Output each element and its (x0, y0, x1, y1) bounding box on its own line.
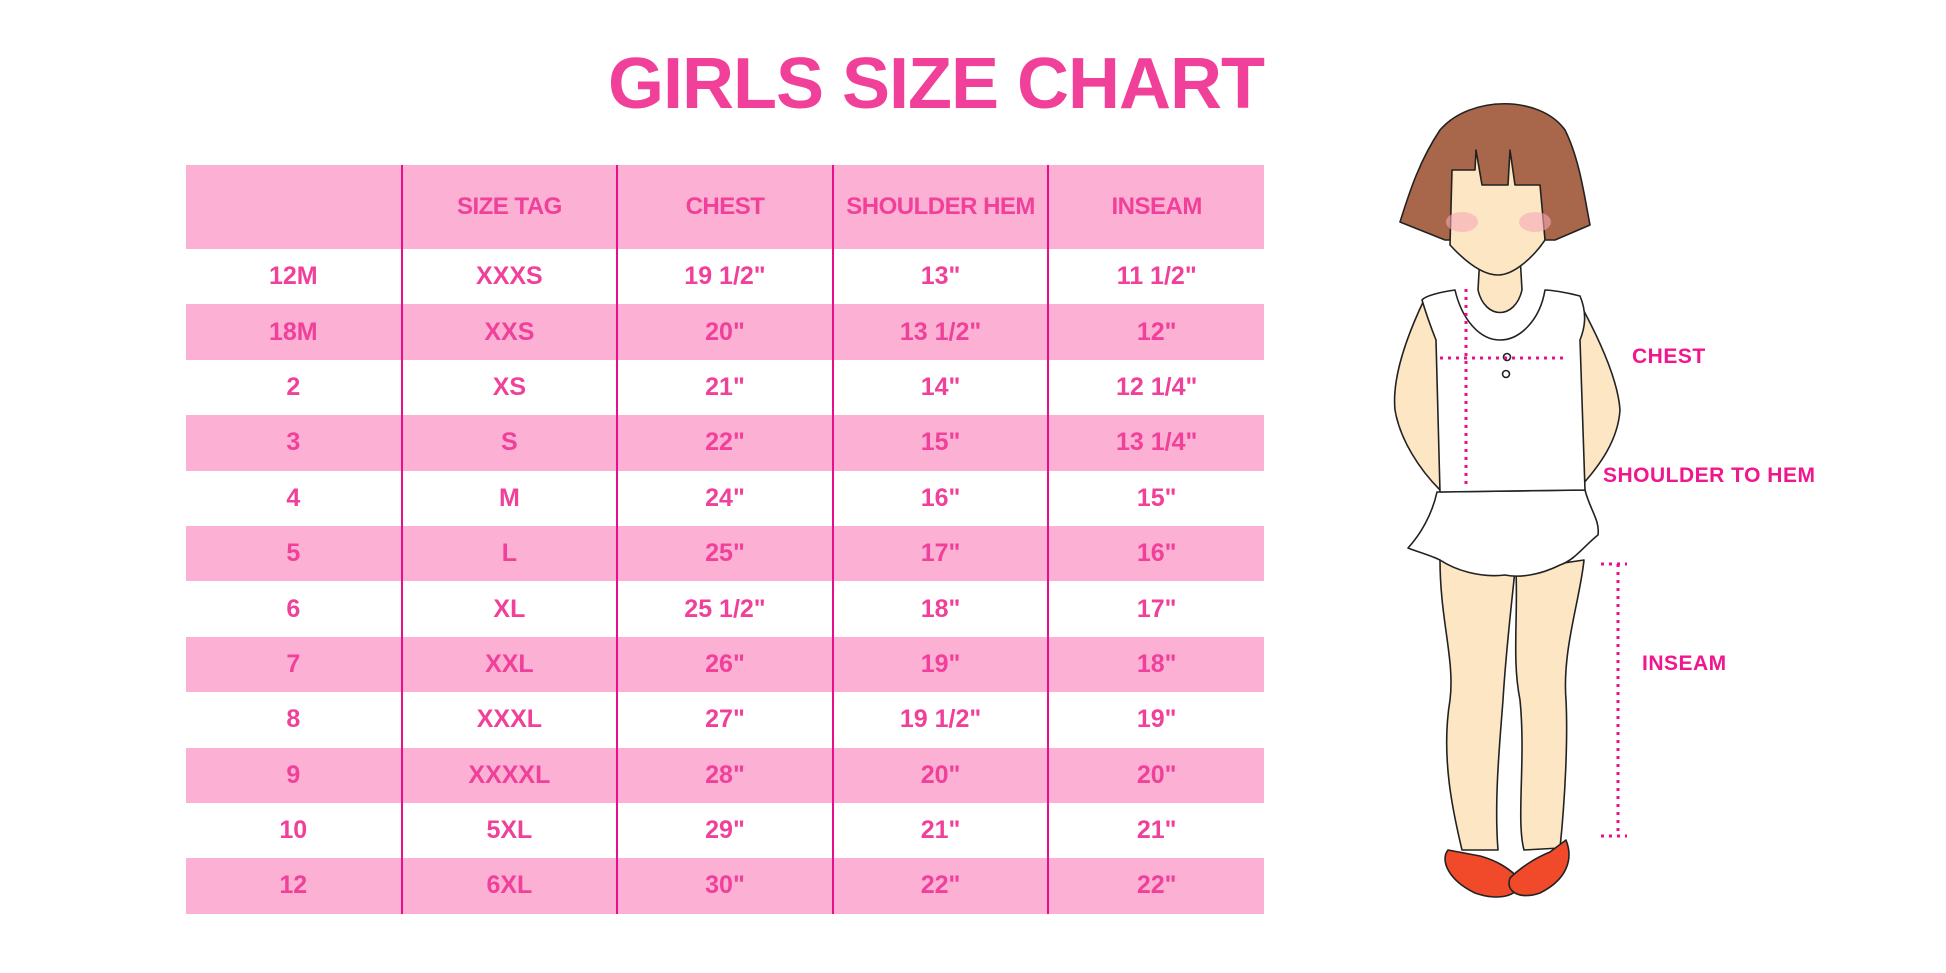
table-row: 12M XXXS 19 1/2" 13" 11 1/2" (186, 249, 1264, 305)
table-cell: XXXXL (400, 747, 618, 803)
table-cell: 20" (616, 304, 833, 360)
table-cell: 2 (286, 372, 301, 401)
table-cell: 16" (1047, 525, 1264, 582)
table-cell: 12" (1047, 304, 1264, 360)
table-cell: 5XL (400, 802, 618, 859)
table-cell: 19 1/2" (616, 249, 833, 305)
column-header: CHEST (616, 165, 833, 249)
table-cell: XXXL (400, 692, 618, 748)
table-cell: 20" (831, 747, 1049, 803)
table-cell: 19" (831, 636, 1049, 693)
table-cell: 12 (186, 858, 402, 914)
table-cell: 20" (1047, 747, 1264, 803)
table-cell: 19" (1047, 692, 1264, 748)
page-title: GIRLS SIZE CHART (607, 44, 1265, 124)
table-cell: S (400, 415, 618, 471)
inseam-label: INSEAM (1642, 652, 1727, 675)
table-cell: 15" (831, 415, 1049, 471)
table-cell: 6 (286, 594, 301, 623)
table-cell: 14" (831, 359, 1049, 416)
table-cell: 27" (616, 692, 833, 748)
table-header-row: SIZE TAG CHEST SHOULDER HEM INSEAM (186, 165, 1264, 249)
table-cell: 13 1/2" (831, 304, 1049, 360)
shirt (1421, 289, 1586, 493)
table-row: 5 L 25" 17" 16" (186, 525, 1264, 582)
column-header: SIZE TAG (400, 165, 618, 249)
table-cell: 11 1/2" (1047, 249, 1264, 305)
table-cell: 13 1/4" (1047, 415, 1264, 471)
table-cell: 22" (616, 415, 833, 471)
shoulder-to-hem-label: SHOULDER TO HEM (1603, 464, 1816, 487)
size-chart-table: SIZE TAG CHEST SHOULDER HEM INSEAM 12M XXXS 1… (186, 165, 1264, 914)
table-cell: 30" (616, 858, 833, 914)
table-cell: 25" (616, 525, 833, 582)
table-cell: XXXS (400, 249, 618, 305)
table-cell: 18M (186, 304, 402, 360)
column-header (186, 165, 402, 249)
table-cell: 29" (616, 802, 833, 859)
left-shoe (1444, 849, 1521, 898)
table-cell: 21" (616, 359, 833, 416)
table-cell: 18" (1047, 636, 1264, 693)
table-cell: XXL (400, 636, 618, 693)
table-row: 3 S 22" 15" 13 1/4" (186, 415, 1264, 471)
table-cell: 26" (616, 636, 833, 693)
table-row: 18M XXS 20" 13 1/2" 12" (186, 304, 1264, 360)
column-header: INSEAM (1047, 165, 1264, 249)
left-leg (1439, 559, 1516, 851)
table-cell: XS (400, 359, 618, 416)
table-cell: 17" (1047, 581, 1264, 637)
cheek (1519, 212, 1551, 232)
table-cell: 9 (186, 747, 402, 803)
table-cell: XXS (400, 304, 618, 360)
table-cell: 13" (831, 249, 1049, 305)
table-row: 6 XL 25 1/2" 18" 17" (186, 581, 1264, 637)
table-cell: 28" (616, 747, 833, 803)
table-cell: 12M (268, 262, 318, 291)
left-arm (1393, 299, 1441, 491)
table-row: 7 XXL 26" 19" 18" (186, 636, 1264, 693)
table-cell: L (400, 525, 618, 582)
table-cell: XL (400, 581, 618, 637)
chest-label: CHEST (1632, 345, 1706, 368)
table-cell: 7 (186, 636, 402, 693)
table-cell: 25 1/2" (616, 581, 833, 637)
right-shoe (1508, 839, 1570, 897)
column-header: SHOULDER HEM (831, 165, 1049, 249)
right-leg (1514, 559, 1585, 851)
table-cell: 19 1/2" (831, 692, 1049, 748)
table-cell: 10 (279, 816, 308, 845)
table-row: 12 6XL 30" 22" 22" (186, 858, 1264, 914)
table-row: 10 5XL 29" 21" 21" (186, 802, 1264, 859)
table-row: 9 XXXXL 28" 20" 20" (186, 747, 1264, 803)
table-cell: 22" (1047, 858, 1264, 914)
table-row: 4 M 24" 16" 15" (186, 470, 1264, 526)
table-cell: 16" (831, 470, 1049, 526)
table-cell: M (400, 470, 618, 526)
cheek (1446, 212, 1478, 232)
skirt (1407, 489, 1600, 577)
table-cell: 8 (286, 705, 301, 734)
table-cell: 21" (831, 802, 1049, 859)
table-cell: 15" (1047, 470, 1264, 526)
button-icon (1501, 369, 1511, 379)
table-row: 8 XXXL 27" 19 1/2" 19" (186, 692, 1264, 748)
table-cell: 21" (1047, 802, 1264, 859)
table-cell: 24" (616, 470, 833, 526)
table-cell: 18" (831, 581, 1049, 637)
right-arm (1577, 299, 1621, 486)
table-row: 2 XS 21" 14" 12 1/4" (186, 359, 1264, 416)
table-cell: 4 (286, 483, 301, 512)
table-cell: 17" (831, 525, 1049, 582)
table-cell: 5 (186, 525, 402, 582)
table-cell: 3 (186, 415, 402, 471)
table-cell: 12 1/4" (1047, 359, 1264, 416)
face (1449, 149, 1546, 276)
table-cell: 22" (831, 858, 1049, 914)
table-cell: 6XL (400, 858, 618, 914)
